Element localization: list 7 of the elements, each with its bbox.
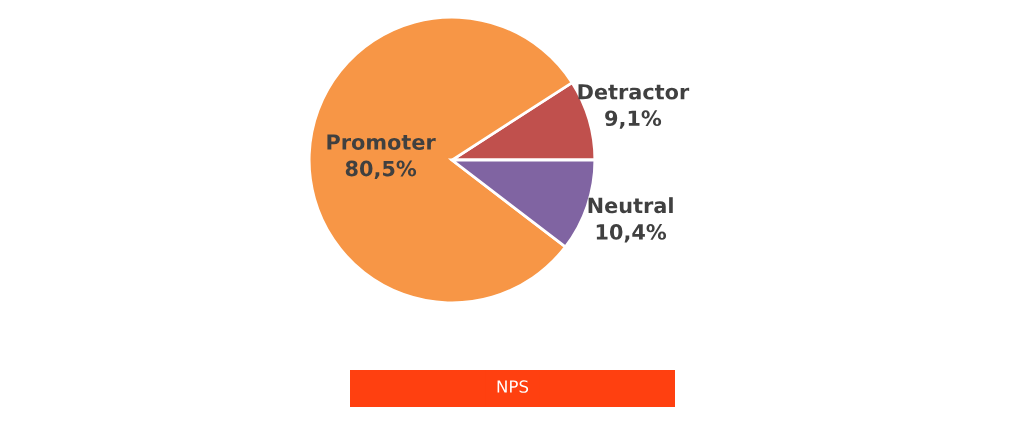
data-label: 10,4% <box>596 224 667 243</box>
data-label: 9,1% <box>605 110 662 129</box>
data-label: 80,5% <box>345 160 417 180</box>
slice-label: Promoter <box>327 134 436 150</box>
slice-label: Detractor <box>578 84 690 100</box>
slice-label: Neutral <box>588 197 673 214</box>
text: NPS <box>497 380 529 393</box>
